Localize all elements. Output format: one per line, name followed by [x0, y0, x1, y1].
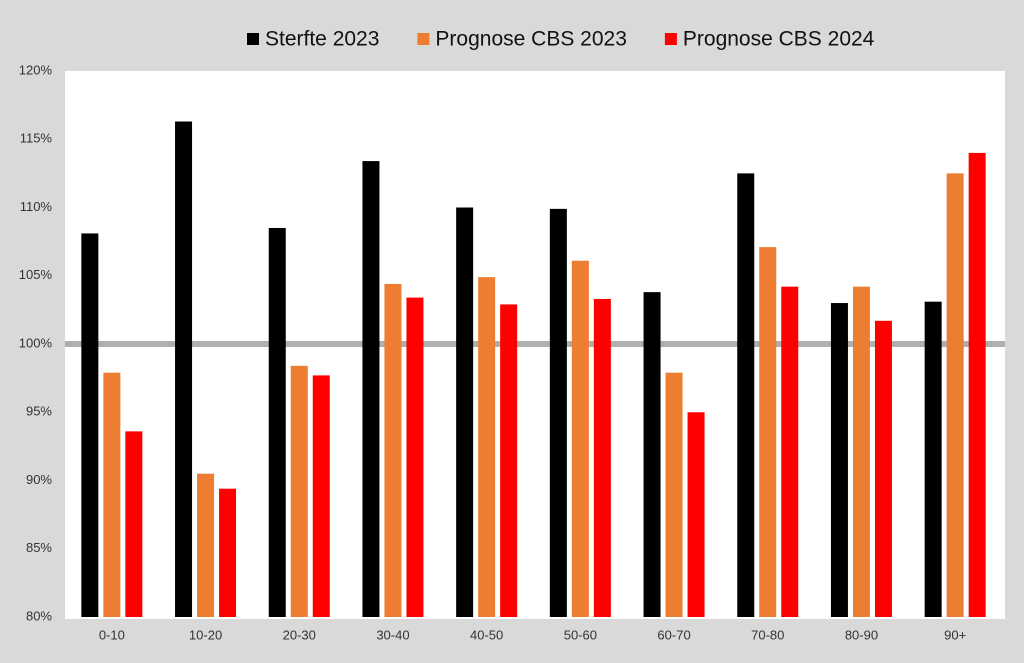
- x-tick-label: 50-60: [564, 627, 597, 642]
- bar: [456, 207, 474, 617]
- bar: [830, 303, 848, 617]
- bar: [968, 152, 986, 617]
- bar: [197, 473, 215, 617]
- y-tick-label: 105%: [19, 267, 53, 282]
- bar: [362, 161, 380, 617]
- x-tick-label: 70-80: [751, 627, 784, 642]
- bar: [175, 121, 193, 617]
- y-tick-label: 85%: [26, 540, 52, 555]
- bar: [312, 375, 330, 617]
- bar: [665, 372, 683, 617]
- legend-label: Prognose CBS 2024: [683, 28, 875, 51]
- bar: [852, 286, 870, 617]
- bar: [643, 292, 661, 617]
- x-tick-label: 0-10: [99, 627, 125, 642]
- bar: [781, 286, 799, 617]
- x-tick-label: 80-90: [845, 627, 878, 642]
- legend-swatch: [247, 33, 259, 45]
- y-tick-label: 95%: [26, 404, 52, 419]
- legend-label: Sterfte 2023: [265, 28, 379, 51]
- bar: [874, 320, 892, 617]
- bar: [593, 298, 611, 617]
- y-tick-label: 115%: [20, 131, 53, 146]
- y-tick-label: 100%: [19, 335, 53, 350]
- x-tick-label: 60-70: [657, 627, 690, 642]
- bar: [125, 431, 143, 617]
- bar: [81, 233, 99, 617]
- y-tick-label: 110%: [20, 199, 53, 214]
- legend-swatch: [664, 33, 677, 45]
- bar: [500, 304, 518, 617]
- x-tick-label: 40-50: [470, 627, 503, 642]
- bar: [924, 301, 942, 617]
- x-tick-label: 10-20: [189, 627, 222, 642]
- x-tick-label: 20-30: [283, 627, 316, 642]
- bar: [737, 173, 755, 617]
- bar: [946, 173, 964, 617]
- bar: [549, 208, 567, 618]
- y-tick-label: 90%: [26, 472, 52, 487]
- legend-label: Prognose CBS 2023: [435, 28, 626, 51]
- legend-swatch: [417, 33, 430, 45]
- bar: [478, 277, 496, 617]
- bar: [687, 412, 705, 617]
- bar: [103, 372, 121, 617]
- bar: [571, 260, 589, 617]
- bar: [384, 283, 402, 617]
- bar: [268, 227, 286, 617]
- x-tick-label: 30-40: [376, 627, 409, 642]
- bar: [290, 365, 308, 617]
- x-tick-label: 90+: [944, 627, 966, 642]
- bar: [759, 247, 777, 617]
- y-tick-label: 120%: [19, 62, 53, 77]
- bar: [406, 297, 424, 617]
- bar: [219, 488, 237, 617]
- y-tick-label: 80%: [26, 608, 52, 623]
